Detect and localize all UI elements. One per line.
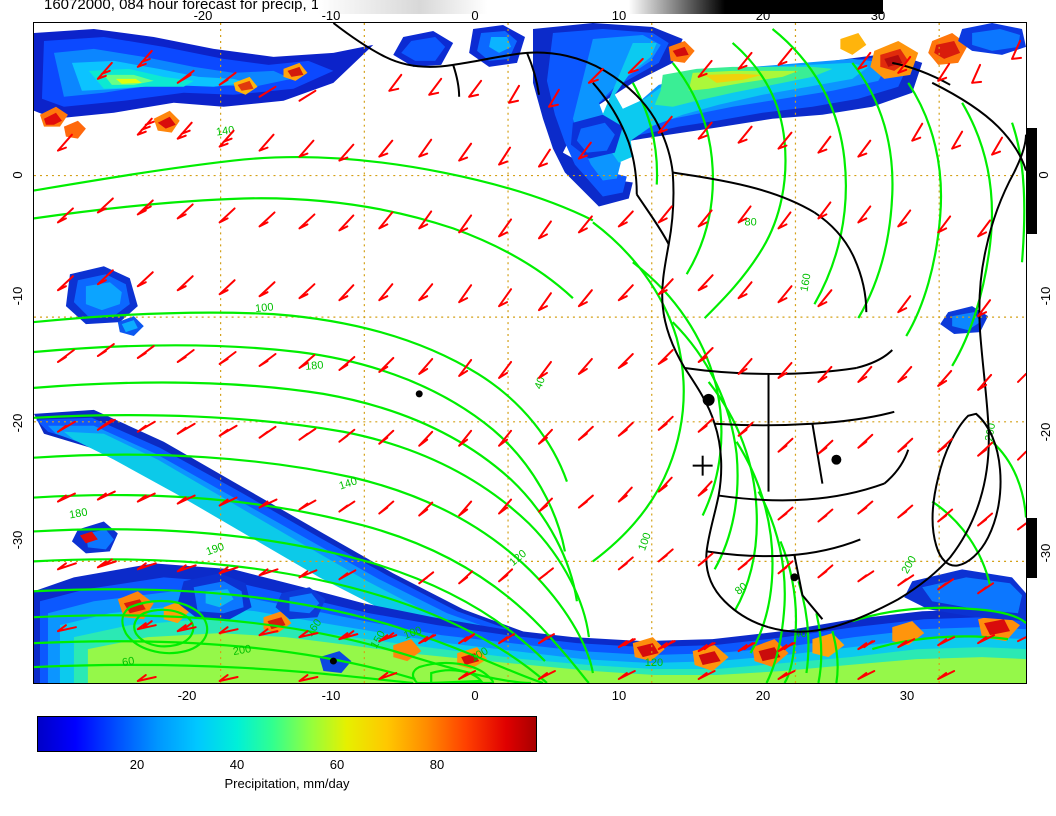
- contour-label: 40: [794, 628, 806, 640]
- precip-shading: [34, 23, 1026, 683]
- x-tick-bottom: -10: [321, 688, 341, 703]
- contour-label: 180: [305, 359, 324, 373]
- y-tick-right: -30: [1037, 543, 1053, 563]
- y-tick-right: -20: [1037, 422, 1053, 442]
- contour-label: 180: [68, 506, 88, 521]
- map-plot-area: 140 100 180 140 180 190 160 150 100 200 …: [33, 22, 1027, 684]
- contour-label: 100: [636, 531, 654, 552]
- x-tick-top: 10: [611, 8, 627, 23]
- x-tick-top: 0: [471, 8, 479, 23]
- x-tick-bottom: 0: [471, 688, 479, 703]
- x-tick-bottom: 20: [755, 688, 771, 703]
- contour-label: 100: [255, 301, 274, 315]
- contour-label: 60: [121, 655, 135, 669]
- contour-label: 100: [402, 624, 423, 642]
- right-edge-marker-bottom: [1027, 518, 1037, 578]
- x-tick-bottom: -20: [177, 688, 197, 703]
- y-tick-left: -10: [9, 286, 25, 306]
- contour-label: 190: [205, 541, 226, 559]
- contour-labels: 140 100 180 140 180 190 160 150 100 200 …: [68, 124, 998, 669]
- colorbar: [37, 716, 537, 752]
- coastlines-borders: [329, 23, 1026, 665]
- colorbar-tick: 20: [129, 757, 145, 772]
- x-tick-top: -10: [321, 8, 341, 23]
- x-tick-top: 20: [755, 8, 771, 23]
- top-colorbar-strip: [318, 0, 883, 14]
- contour-label: 200: [232, 643, 252, 658]
- y-tick-left: -20: [9, 413, 25, 433]
- wind-barbs: [56, 39, 1026, 683]
- colorbar-tick: 80: [429, 757, 445, 772]
- colorbar-tick: 40: [229, 757, 245, 772]
- x-tick-top: -20: [193, 8, 213, 23]
- x-tick-top: 30: [870, 8, 886, 23]
- station-marker: [692, 455, 713, 476]
- contour-label: 80: [745, 216, 757, 228]
- contour-label: 160: [799, 273, 814, 293]
- colorbar-gradient: [37, 716, 537, 752]
- right-edge-marker-top: [1027, 128, 1037, 234]
- x-tick-bottom: 10: [611, 688, 627, 703]
- contour-label: 120: [645, 657, 663, 669]
- colorbar-label: Precipitation, mm/day: [224, 776, 350, 791]
- contour-label: 140: [338, 475, 359, 492]
- x-tick-bottom: 30: [899, 688, 915, 703]
- colorbar-tick: 60: [329, 757, 345, 772]
- y-tick-left: -30: [9, 530, 25, 550]
- contour-label: 80: [733, 581, 750, 598]
- y-tick-right: 0: [1036, 171, 1052, 179]
- y-tick-right: -10: [1037, 286, 1053, 306]
- map-gridlines: [34, 23, 1026, 683]
- y-tick-left: 0: [10, 171, 26, 179]
- map-canvas: 140 100 180 140 180 190 160 150 100 200 …: [34, 23, 1026, 683]
- contour-label: 40: [533, 375, 548, 391]
